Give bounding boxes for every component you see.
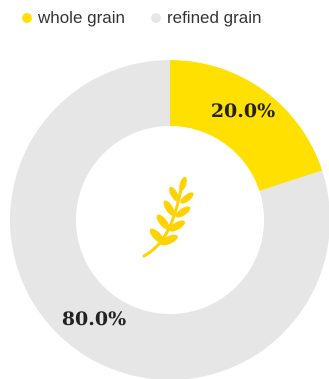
wheat-icon [142, 176, 194, 258]
legend-label-whole-grain: whole grain [38, 8, 125, 27]
chart-legend: whole grain refined grain [22, 8, 261, 28]
slice-refined-grain[interactable] [10, 60, 329, 379]
legend-label-refined-grain: refined grain [166, 8, 262, 27]
slice-labels: 20.0% 80.0% [62, 100, 275, 330]
legend-swatch-whole-grain [22, 13, 32, 23]
legend-item-refined-grain[interactable]: refined grain [150, 8, 262, 28]
slice-whole-grain[interactable] [170, 60, 323, 191]
legend-swatch-refined-grain [150, 13, 161, 23]
slice-label-refined-grain: 80.0% [62, 308, 126, 330]
slice-label-whole-grain: 20.0% [211, 100, 275, 122]
donut-slices [10, 60, 329, 379]
legend-item-whole-grain[interactable]: whole grain [22, 8, 125, 28]
